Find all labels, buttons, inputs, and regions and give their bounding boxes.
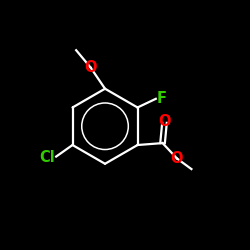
Text: O: O: [158, 114, 171, 130]
Text: Cl: Cl: [40, 150, 55, 165]
Text: O: O: [84, 60, 97, 75]
Text: F: F: [157, 91, 167, 106]
Text: O: O: [171, 151, 183, 166]
